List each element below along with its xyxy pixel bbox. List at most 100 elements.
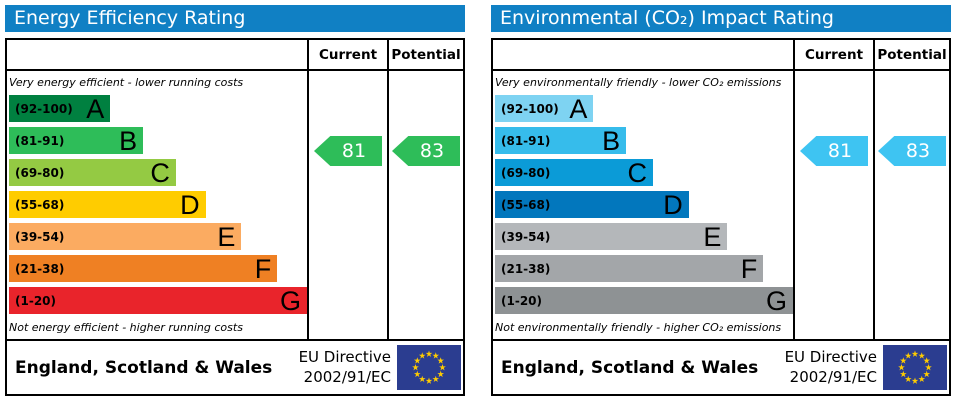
band-bar-e: (39-54) E [9, 221, 242, 252]
caption-top: Very energy efficient - lower running co… [9, 76, 244, 89]
band-letter: E [217, 221, 236, 252]
caption-top: Very environmentally friendly - lower CO… [495, 76, 782, 89]
bands-area: Very environmentally friendly - lower CO… [493, 71, 793, 339]
potential-column-header: Potential [387, 40, 463, 71]
band-row-d: (55-68) D [9, 191, 307, 218]
band-bar-a: (92-100) A [9, 93, 111, 124]
band-letter: G [279, 285, 301, 316]
band-range: (21-38) [15, 261, 65, 276]
footer: England, Scotland & Wales EU Directive 2… [491, 339, 951, 396]
band-range: (81-91) [501, 133, 551, 148]
panel-environmental-co2: Environmental (CO₂) Impact Rating Curren… [491, 5, 951, 396]
bands: (92-100) A (81-91) B (69-80) C (55-68) D (39-54)… [9, 95, 307, 314]
table-corner-cell [7, 40, 307, 71]
band-letter: E [703, 221, 722, 252]
band-bar-e: (39-54) E [495, 221, 728, 252]
band-letter: C [627, 157, 647, 188]
band-row-g: (1-20) G [495, 287, 793, 314]
panel-title-bar: Energy Efficiency Rating [5, 5, 465, 32]
band-bar-d: (55-68) D [9, 191, 206, 218]
potential-value-cell: 83 [387, 71, 463, 339]
panel-energy-efficiency: Energy Efficiency Rating Current Potenti… [5, 5, 465, 396]
band-range: (55-68) [15, 197, 65, 212]
band-range: (69-80) [501, 165, 551, 180]
potential-value-cell: 83 [873, 71, 949, 339]
band-row-f: (21-38) F [9, 255, 307, 282]
band-bar-f: (21-38) F [495, 253, 764, 284]
current-arrow: 81 [800, 136, 868, 166]
band-row-c: (69-80) C [9, 159, 307, 186]
band-row-e: (39-54) E [9, 223, 307, 250]
bands: (92-100) A (81-91) B (69-80) C (55-68) D (39-54)… [495, 95, 793, 314]
band-bar-c: (69-80) C [9, 159, 176, 186]
rating-table: Current Potential Very energy efficient … [5, 38, 465, 341]
band-letter: D [663, 189, 683, 220]
current-value-cell: 81 [307, 71, 387, 339]
band-letter: D [180, 189, 200, 220]
band-range: (81-91) [15, 133, 65, 148]
band-letter: C [150, 157, 170, 188]
band-range: (39-54) [15, 229, 65, 244]
band-bar-b: (81-91) B [495, 127, 627, 154]
eu-directive-label: EU Directive 2002/91/EC [785, 348, 883, 387]
band-row-f: (21-38) F [495, 255, 793, 282]
potential-arrow: 83 [878, 136, 946, 166]
band-range: (55-68) [501, 197, 551, 212]
potential-value: 83 [905, 140, 931, 162]
band-row-b: (81-91) B [9, 127, 307, 154]
eu-directive-line2: 2002/91/EC [789, 367, 877, 386]
band-row-d: (55-68) D [495, 191, 793, 218]
current-column-header: Current [307, 40, 387, 71]
bands-area: Very energy efficient - lower running co… [7, 71, 307, 339]
band-bar-b: (81-91) B [9, 125, 144, 156]
band-bar-c: (69-80) C [495, 159, 653, 186]
band-range: (39-54) [501, 229, 551, 244]
footer: England, Scotland & Wales EU Directive 2… [5, 339, 465, 396]
potential-column-header: Potential [873, 40, 949, 71]
eu-directive-line2: 2002/91/EC [303, 367, 391, 386]
band-bar-f: (21-38) F [9, 253, 278, 284]
band-bar-g: (1-20) G [495, 287, 793, 314]
band-row-a: (92-100) A [495, 95, 793, 122]
band-row-c: (69-80) C [495, 159, 793, 186]
band-bar-g: (1-20) G [9, 287, 307, 314]
potential-arrow: 83 [392, 136, 460, 166]
band-letter: G [765, 285, 787, 316]
band-range: (92-100) [501, 101, 559, 116]
band-letter: B [119, 125, 138, 156]
current-value: 81 [827, 140, 853, 162]
caption-bottom: Not environmentally friendly - higher CO… [495, 321, 782, 334]
band-letter: A [569, 93, 588, 124]
panel-title-bar: Environmental (CO₂) Impact Rating [491, 5, 951, 32]
panel-title: Environmental (CO₂) Impact Rating [500, 7, 834, 29]
band-row-a: (92-100) A [9, 95, 307, 122]
region-label: England, Scotland & Wales [501, 357, 759, 378]
band-letter: F [740, 253, 758, 284]
band-row-b: (81-91) B [495, 127, 793, 154]
rating-table: Current Potential Very environmentally f… [491, 38, 951, 341]
eu-flag-icon [883, 345, 947, 390]
current-value-cell: 81 [793, 71, 873, 339]
potential-value: 83 [419, 140, 445, 162]
current-arrow: 81 [314, 136, 382, 166]
current-column-header: Current [793, 40, 873, 71]
eu-directive-line1: EU Directive [298, 348, 391, 366]
eu-flag-icon [397, 345, 461, 390]
region-label: England, Scotland & Wales [15, 357, 273, 378]
band-range: (21-38) [501, 261, 551, 276]
eu-directive-label: EU Directive 2002/91/EC [299, 348, 397, 387]
table-corner-cell [493, 40, 793, 71]
band-range: (1-20) [15, 293, 56, 308]
current-value: 81 [341, 140, 367, 162]
band-letter: A [86, 93, 105, 124]
band-letter: F [254, 253, 272, 284]
eu-directive-line1: EU Directive [784, 348, 877, 366]
band-bar-d: (55-68) D [495, 191, 689, 218]
panel-title: Energy Efficiency Rating [14, 7, 246, 29]
band-row-e: (39-54) E [495, 223, 793, 250]
caption-bottom: Not energy efficient - higher running co… [9, 321, 243, 334]
band-range: (1-20) [501, 293, 542, 308]
band-range: (69-80) [15, 165, 65, 180]
band-row-g: (1-20) G [9, 287, 307, 314]
